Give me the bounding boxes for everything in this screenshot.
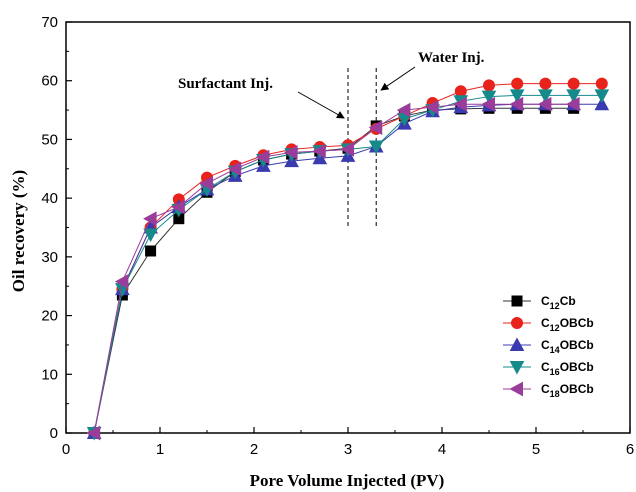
y-tick-label: 70 — [41, 14, 58, 31]
legend-item: C14OBCb — [503, 337, 594, 355]
data-point — [255, 149, 270, 165]
data-point — [425, 99, 439, 115]
y-tick-label: 60 — [41, 73, 58, 90]
data-point — [284, 145, 298, 160]
data-point — [538, 89, 553, 103]
y-tick-label: 10 — [41, 366, 58, 383]
data-point — [595, 77, 608, 90]
legend: C12Cb C12OBCb C14OBCb C16OBCb C18OBCb — [503, 294, 594, 399]
legend-item: C12OBCb — [503, 316, 594, 333]
data-point — [145, 245, 157, 257]
x-tick-label: 3 — [344, 441, 352, 458]
legend-marker — [509, 361, 525, 375]
x-tick-label: 1 — [156, 441, 164, 458]
data-point — [199, 176, 213, 191]
annotation-surfactant: Surfactant Inj. — [178, 76, 273, 92]
legend-marker — [509, 337, 525, 351]
water-arrow — [380, 66, 416, 91]
data-point — [539, 77, 552, 90]
y-axis-label: Oil recovery (%) — [9, 170, 28, 292]
legend-label: C12OBCb — [541, 316, 594, 333]
data-point — [566, 96, 580, 112]
legend-marker — [511, 317, 523, 329]
data-point — [114, 274, 129, 289]
series-layer — [86, 77, 610, 441]
data-point — [171, 199, 185, 215]
data-point — [143, 228, 158, 243]
data-point — [368, 140, 384, 155]
data-point — [509, 89, 525, 103]
annotations: Surfactant Inj. Water Inj. — [178, 50, 485, 119]
series-12cb — [88, 102, 580, 439]
data-point — [567, 77, 580, 90]
data-point — [594, 89, 610, 103]
data-point — [481, 90, 497, 105]
data-point — [312, 143, 326, 159]
y-tick-label: 50 — [41, 131, 58, 148]
y-tick-label: 20 — [41, 308, 58, 325]
series-line — [93, 103, 574, 434]
legend-label: C12Cb — [541, 294, 576, 311]
data-point — [511, 77, 524, 90]
data-point — [453, 96, 467, 112]
data-point — [396, 102, 411, 118]
legend-label: C18OBCb — [541, 382, 594, 399]
legend-marker — [509, 381, 523, 397]
x-tick-label: 0 — [62, 441, 70, 458]
data-point — [537, 96, 552, 112]
data-point — [509, 96, 524, 112]
legend-marker — [511, 295, 523, 307]
x-tick-label: 2 — [250, 441, 258, 458]
data-point — [483, 79, 495, 92]
data-point — [86, 425, 101, 441]
data-point — [340, 142, 354, 157]
series-18obcb — [86, 96, 580, 441]
x-tick-label: 5 — [532, 441, 540, 458]
data-point — [368, 120, 383, 136]
y-tick-label: 30 — [41, 249, 58, 266]
data-point — [454, 85, 467, 98]
legend-item: C12Cb — [503, 294, 576, 311]
legend-label: C14OBCb — [541, 338, 594, 355]
series-line — [93, 83, 602, 434]
data-point — [566, 89, 581, 103]
y-tick-label: 0 — [50, 425, 58, 442]
data-point — [143, 211, 157, 227]
legend-item: C16OBCb — [503, 360, 594, 377]
y-tick-label: 40 — [41, 190, 58, 207]
x-axis-label: Pore Volume Injected (PV) — [250, 471, 445, 490]
data-point — [594, 96, 610, 111]
annotation-water: Water Inj. — [418, 50, 485, 66]
legend-item: C18OBCb — [503, 381, 594, 399]
surfactant-arrow — [297, 91, 345, 119]
legend-label: C16OBCb — [541, 360, 594, 377]
data-point — [227, 161, 242, 177]
x-tick-label: 6 — [626, 441, 634, 458]
data-point — [481, 96, 495, 112]
x-tick-label: 4 — [438, 441, 446, 458]
